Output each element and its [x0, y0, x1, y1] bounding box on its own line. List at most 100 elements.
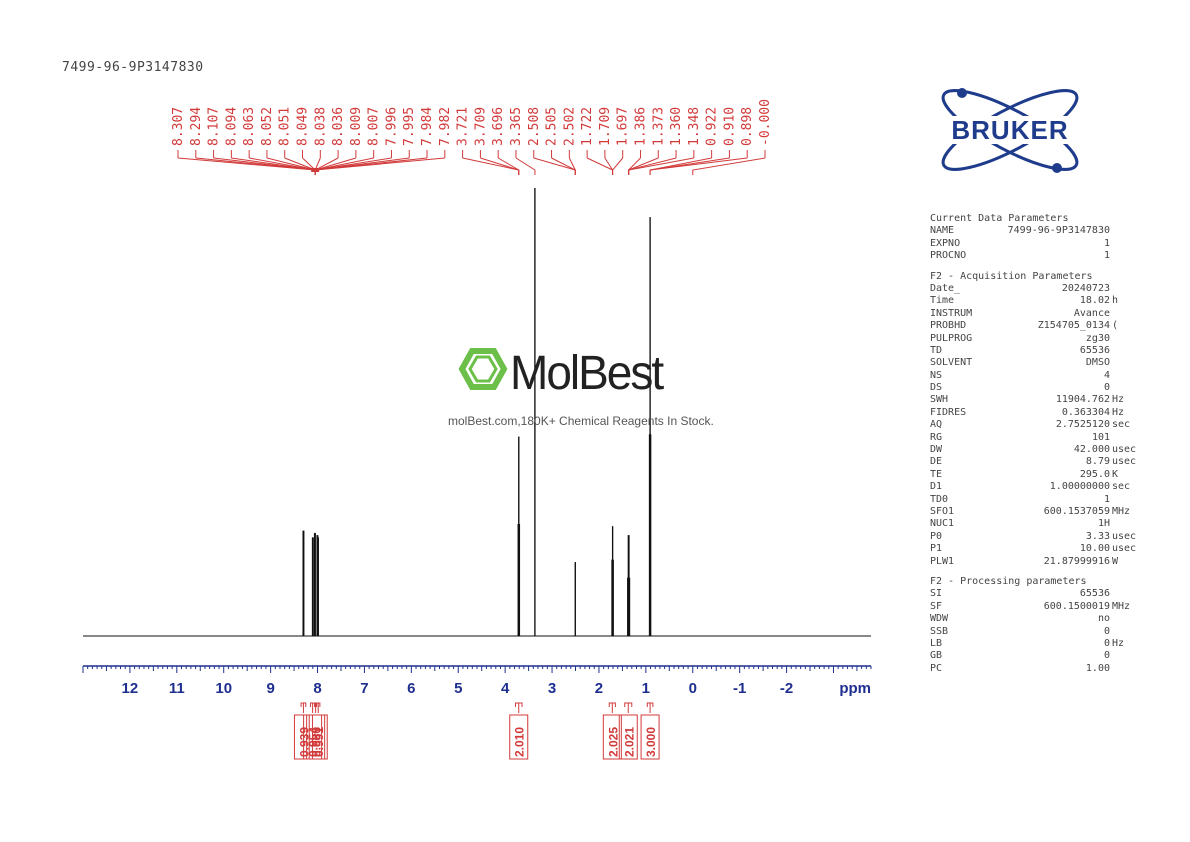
param-value: 10.00 [1079, 543, 1110, 555]
param-row: DS 0 [930, 382, 1130, 394]
param-unit: Hz [1112, 394, 1125, 406]
peak-label: 1.386 [633, 107, 648, 146]
param-unit: usec [1112, 543, 1137, 555]
param-name: SWH [930, 394, 949, 406]
param-row: Date_ 20240723 [930, 283, 1130, 295]
param-name: NUC1 [930, 518, 955, 530]
param-value: 1 [1103, 493, 1110, 505]
param-value: 21.87999916 [1043, 555, 1110, 567]
x-tick-label: 0 [689, 680, 697, 697]
x-tick-label: -2 [780, 680, 793, 697]
ppm-axis: 12 11 10 9 8 7 6 5 4 3 2 1 0 -1 -2 ppm [82, 665, 872, 697]
x-tick-label: 7 [360, 680, 368, 697]
param-value: 600.1500019 [1043, 600, 1110, 612]
param-unit: usec [1112, 456, 1137, 468]
peak-label: 2.502 [562, 107, 577, 146]
param-value: 1H [1097, 518, 1110, 530]
x-tick-label: 6 [407, 680, 415, 697]
param-value: 2.7525120 [1055, 419, 1110, 431]
bruker-wordmark: BRUKER [951, 115, 1068, 145]
param-value: 8.79 [1085, 456, 1110, 468]
param-unit: sec [1112, 481, 1131, 493]
param-unit: ( [1112, 320, 1119, 332]
peak-label: 8.007 [367, 107, 382, 146]
acquisition-params-heading: F2 - Acquisition Parameters [930, 270, 1093, 282]
x-tick-label: 5 [454, 680, 462, 697]
acquisition-parameters-panel: Current Data Parameters NAME 7499-96-9P31… [930, 213, 1136, 675]
param-row: PROBHD Z154705_0134( [930, 320, 1130, 332]
peak-label: 7.982 [438, 107, 453, 146]
param-name: Date_ [930, 282, 961, 294]
peak-label: 0.898 [740, 107, 755, 146]
param-value: 20240723 [1061, 282, 1110, 294]
param-unit: Hz [1112, 406, 1125, 418]
param-value: zg30 [1085, 332, 1110, 344]
param-unit: K [1112, 468, 1119, 480]
peak-label: 8.107 [207, 107, 222, 146]
param-row: LB 0 Hz [930, 638, 1130, 650]
param-value: Z154705_0134 [1037, 320, 1110, 332]
spectrum-trace-layer [83, 188, 871, 637]
peak-label-leader [612, 157, 624, 175]
param-unit: MHz [1112, 505, 1131, 517]
param-name: SF [930, 600, 943, 612]
param-name: TD [930, 344, 943, 356]
param-value: Avance [1073, 307, 1110, 319]
param-unit: usec [1112, 530, 1137, 542]
peak-label: 1.722 [580, 107, 595, 146]
integral-value: 0.986 [310, 727, 324, 757]
param-row: NUC1 1H [930, 518, 1130, 530]
param-row: P0 3.33 usec [930, 531, 1136, 543]
integral-box [509, 714, 529, 760]
param-value: 4 [1103, 369, 1110, 381]
param-row: INSTRUM Avance [930, 308, 1130, 320]
peak-label-leader [462, 157, 520, 175]
param-name: SI [930, 588, 943, 600]
param-value: 1 [1103, 237, 1110, 249]
param-row: PULPROG zg30 [930, 333, 1130, 345]
peak-label-leader [302, 157, 316, 175]
peak-label-leader [515, 157, 536, 175]
param-value: 1 [1103, 250, 1110, 262]
peak-label: 8.009 [349, 107, 364, 146]
param-row: SFO1 600.1537059 MHz [930, 506, 1130, 518]
param-row: EXPNO 1 [930, 238, 1130, 250]
logo-orbit-1 [941, 89, 1079, 171]
param-unit: h [1112, 295, 1119, 307]
peak-label-leader [692, 157, 766, 175]
param-name: RG [930, 431, 943, 443]
peak-label: 3.696 [491, 107, 506, 146]
param-row: PLW1 21.87999916 W [930, 556, 1130, 568]
watermark-tagline: molBest.com,180K+ Chemical Reagents In S… [448, 414, 714, 428]
logo-dot-2 [1052, 163, 1062, 173]
peak-label-cluster-marker [311, 168, 320, 172]
integral-value: 0.991 [312, 727, 326, 757]
watermark-brand: MolBest [510, 344, 664, 400]
param-value: 600.1537059 [1043, 505, 1110, 517]
param-row: NS 4 [930, 370, 1130, 382]
x-tick-label: 11 [169, 680, 185, 697]
param-unit: MHz [1112, 600, 1131, 612]
param-value: 42.000 [1073, 444, 1110, 456]
param-row: GB 0 [930, 650, 1130, 662]
param-value: 65536 [1079, 344, 1110, 356]
param-name: FIDRES [930, 406, 967, 418]
integral-value: 0.954 [307, 727, 321, 757]
integral-value: 2.010 [513, 727, 527, 757]
param-row: SSB 0 [930, 626, 1130, 638]
x-tick-label: -1 [733, 680, 746, 697]
peak-label-leader [586, 157, 614, 175]
param-name: INSTRUM [930, 307, 973, 319]
peak-label: 8.294 [189, 107, 204, 146]
peak-label: 8.094 [224, 107, 239, 146]
x-tick-label: 9 [266, 680, 274, 697]
param-value: 1.00000000 [1049, 481, 1110, 493]
param-name: SOLVENT [930, 357, 973, 369]
integral-value: 3.000 [644, 727, 658, 757]
param-value: no [1097, 613, 1110, 625]
integral-value: 0.939 [297, 727, 311, 757]
peak-label: 7.984 [420, 107, 435, 146]
peak-label: 3.721 [456, 107, 471, 146]
nmr-spectrum-chart: 8.307 8.294 8.107 8.094 8.063 8.052 8.051 8.049… [82, 99, 872, 760]
param-unit: W [1112, 555, 1119, 567]
